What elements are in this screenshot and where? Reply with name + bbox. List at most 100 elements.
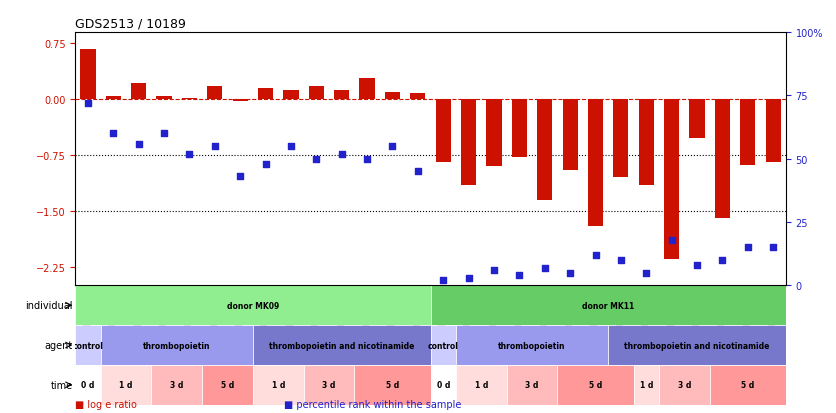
- Bar: [766, 100, 781, 163]
- Bar: [207, 87, 222, 100]
- Bar: [664, 100, 679, 260]
- Bar: [614, 100, 629, 178]
- Text: 5 d: 5 d: [742, 380, 754, 389]
- Point: [411, 169, 425, 175]
- Text: 3 d: 3 d: [525, 380, 538, 389]
- Text: 1 d: 1 d: [475, 380, 488, 389]
- Point: [284, 143, 298, 150]
- Bar: [690, 100, 705, 138]
- Point: [309, 156, 323, 163]
- Point: [614, 257, 628, 263]
- Text: donor MK09: donor MK09: [227, 301, 279, 310]
- Bar: [436, 100, 451, 163]
- Point: [741, 244, 754, 251]
- Point: [335, 151, 349, 158]
- Point: [157, 131, 171, 138]
- FancyBboxPatch shape: [431, 365, 456, 405]
- Bar: [359, 79, 375, 100]
- Point: [538, 265, 552, 271]
- FancyBboxPatch shape: [634, 365, 659, 405]
- Point: [81, 100, 94, 107]
- Bar: [385, 93, 400, 100]
- Text: donor MK11: donor MK11: [582, 301, 635, 310]
- Point: [716, 257, 729, 263]
- Point: [132, 141, 145, 147]
- Text: 1 d: 1 d: [272, 380, 285, 389]
- Bar: [461, 100, 477, 185]
- FancyBboxPatch shape: [710, 365, 786, 405]
- FancyBboxPatch shape: [456, 325, 608, 365]
- Text: 5 d: 5 d: [589, 380, 602, 389]
- Text: GDS2513 / 10189: GDS2513 / 10189: [75, 17, 186, 31]
- Text: thrombopoietin and nicotinamide: thrombopoietin and nicotinamide: [624, 341, 770, 350]
- Bar: [715, 100, 730, 219]
- Bar: [105, 97, 121, 100]
- FancyBboxPatch shape: [75, 325, 100, 365]
- Bar: [181, 98, 197, 100]
- Point: [462, 275, 476, 281]
- Point: [208, 143, 222, 150]
- FancyBboxPatch shape: [608, 325, 786, 365]
- Bar: [512, 100, 527, 158]
- Point: [487, 267, 501, 274]
- Bar: [156, 97, 171, 100]
- Bar: [131, 83, 146, 100]
- FancyBboxPatch shape: [75, 365, 100, 405]
- Bar: [80, 50, 95, 100]
- Text: 0 d: 0 d: [81, 380, 94, 389]
- Text: thrombopoietin and nicotinamide: thrombopoietin and nicotinamide: [269, 341, 415, 350]
- Point: [512, 272, 526, 279]
- Bar: [232, 100, 247, 102]
- Point: [233, 174, 247, 180]
- FancyBboxPatch shape: [202, 365, 252, 405]
- FancyBboxPatch shape: [252, 325, 431, 365]
- Point: [691, 262, 704, 269]
- Text: agent: agent: [44, 340, 73, 350]
- Text: individual: individual: [25, 301, 73, 311]
- Bar: [740, 100, 756, 165]
- Text: 0 d: 0 d: [436, 380, 450, 389]
- Point: [589, 252, 602, 259]
- Text: 3 d: 3 d: [678, 380, 691, 389]
- Bar: [283, 91, 298, 100]
- Bar: [487, 100, 502, 167]
- FancyBboxPatch shape: [354, 365, 431, 405]
- Bar: [588, 100, 603, 226]
- FancyBboxPatch shape: [151, 365, 202, 405]
- Text: ■ log e ratio: ■ log e ratio: [75, 399, 137, 409]
- Text: ■ percentile rank within the sample: ■ percentile rank within the sample: [284, 399, 461, 409]
- FancyBboxPatch shape: [431, 325, 456, 365]
- Point: [183, 151, 196, 158]
- FancyBboxPatch shape: [507, 365, 558, 405]
- Point: [360, 156, 374, 163]
- Bar: [639, 100, 654, 185]
- Point: [563, 270, 577, 276]
- Point: [665, 237, 678, 244]
- FancyBboxPatch shape: [303, 365, 354, 405]
- FancyBboxPatch shape: [100, 325, 252, 365]
- FancyBboxPatch shape: [456, 365, 507, 405]
- FancyBboxPatch shape: [252, 365, 303, 405]
- Text: time: time: [50, 380, 73, 390]
- Bar: [334, 91, 349, 100]
- FancyBboxPatch shape: [431, 286, 786, 325]
- Text: 3 d: 3 d: [323, 380, 336, 389]
- Bar: [537, 100, 553, 200]
- Bar: [308, 87, 324, 100]
- Text: thrombopoietin: thrombopoietin: [498, 341, 566, 350]
- Bar: [258, 89, 273, 100]
- Point: [107, 131, 120, 138]
- Text: control: control: [428, 341, 459, 350]
- Bar: [410, 94, 426, 100]
- Point: [436, 277, 450, 284]
- FancyBboxPatch shape: [558, 365, 634, 405]
- Text: 1 d: 1 d: [640, 380, 653, 389]
- FancyBboxPatch shape: [75, 286, 431, 325]
- Text: control: control: [73, 341, 104, 350]
- FancyBboxPatch shape: [100, 365, 151, 405]
- Point: [385, 143, 399, 150]
- Point: [767, 244, 780, 251]
- Text: thrombopoietin: thrombopoietin: [143, 341, 211, 350]
- Text: 5 d: 5 d: [386, 380, 399, 389]
- Point: [259, 161, 273, 168]
